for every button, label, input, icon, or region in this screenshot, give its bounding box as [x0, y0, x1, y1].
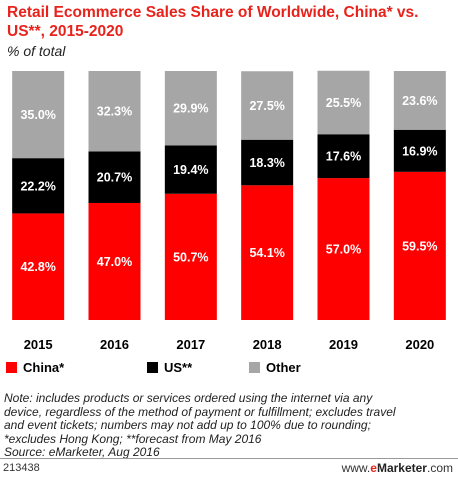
data-label-us-2020: 16.9%: [402, 144, 437, 158]
x-tick-label-2015: 2015: [24, 337, 53, 352]
bar-china-2020: [393, 171, 446, 320]
data-label-china-2017: 50.7%: [173, 250, 208, 264]
bar-china-2018: [241, 185, 294, 320]
data-label-us-2016: 20.7%: [97, 171, 132, 185]
legend-label-other: Other: [266, 360, 301, 375]
bar-china-2019: [317, 178, 370, 320]
data-label-china-2016: 47.0%: [97, 255, 132, 269]
note-line: Note: includes products or services orde…: [4, 391, 373, 405]
footer-divider: [0, 458, 458, 459]
bar-china-2016: [88, 202, 141, 320]
data-label-us-2017: 19.4%: [173, 163, 208, 177]
legend-item-other: Other: [249, 360, 301, 375]
bar-us-2018: [241, 139, 294, 186]
legend-swatch-us: [147, 362, 158, 373]
legend-item-china: China*: [6, 360, 64, 375]
bar-us-2015: [12, 158, 65, 214]
note-line: and event tickets; numbers may not add u…: [4, 418, 371, 433]
legend-label-us: US**: [164, 360, 193, 375]
chart-id: 213438: [3, 462, 40, 474]
x-tick-label-2020: 2020: [405, 337, 434, 352]
legend-swatch-other: [249, 362, 260, 373]
bar-other-2017: [164, 71, 217, 146]
bar-us-2016: [88, 151, 141, 203]
data-label-china-2015: 42.8%: [20, 260, 55, 274]
brand-name: Marketer: [376, 461, 427, 475]
bar-other-2019: [317, 70, 370, 135]
bar-us-2017: [164, 145, 217, 194]
bar-other-2015: [12, 71, 65, 159]
data-label-other-2015: 35.0%: [20, 108, 55, 122]
bar-us-2020: [393, 129, 446, 172]
brand-highlight: e: [370, 461, 377, 475]
data-label-other-2018: 27.5%: [249, 99, 284, 113]
data-label-us-2015: 22.2%: [20, 179, 55, 193]
chart-note: Note: includes products or services orde…: [4, 391, 454, 460]
legend-swatch-china: [6, 362, 17, 373]
chart-subtitle: % of total: [7, 43, 66, 59]
note-line: *excludes Hong Kong; **forecast from May…: [4, 431, 262, 446]
source-line: Source: eMarketer, Aug 2016: [4, 445, 160, 460]
x-tick-label-2017: 2017: [176, 337, 205, 352]
data-label-other-2019: 25.5%: [326, 96, 361, 110]
data-label-us-2018: 18.3%: [249, 156, 284, 170]
brand-logo[interactable]: www.eMarketer.com: [342, 461, 453, 475]
bar-china-2015: [12, 213, 65, 320]
bar-us-2019: [317, 134, 370, 179]
data-label-china-2020: 59.5%: [402, 239, 437, 253]
legend-item-us: US**: [147, 360, 192, 375]
bar-china-2017: [164, 193, 217, 320]
chart-legend: China* US** Other: [0, 360, 458, 380]
data-label-china-2019: 57.0%: [326, 243, 361, 257]
data-label-other-2016: 32.3%: [97, 105, 132, 119]
x-tick-label-2019: 2019: [329, 337, 358, 352]
data-label-china-2018: 54.1%: [249, 246, 284, 260]
brand-prefix: www.: [341, 461, 371, 475]
x-tick-label-2016: 2016: [100, 337, 129, 352]
stacked-bar-chart: 42.8% 22.2% 35.0% 2015 47.0% 20.7% 32.3% 2016 50…: [12, 70, 446, 352]
data-label-us-2019: 17.6%: [326, 150, 361, 164]
note-line: device, regardless of the method of paym…: [4, 404, 396, 419]
legend-label-china: China*: [23, 360, 65, 375]
data-label-other-2017: 29.9%: [173, 102, 208, 116]
chart-title: Retail Ecommerce Sales Share of Worldwid…: [7, 4, 419, 40]
bar-other-2018: [241, 71, 294, 140]
bar-other-2020: [393, 71, 446, 130]
data-label-other-2020: 23.6%: [402, 94, 437, 108]
bar-other-2016: [88, 71, 141, 152]
x-tick-label-2018: 2018: [253, 337, 282, 352]
brand-suffix: .com: [426, 461, 453, 475]
